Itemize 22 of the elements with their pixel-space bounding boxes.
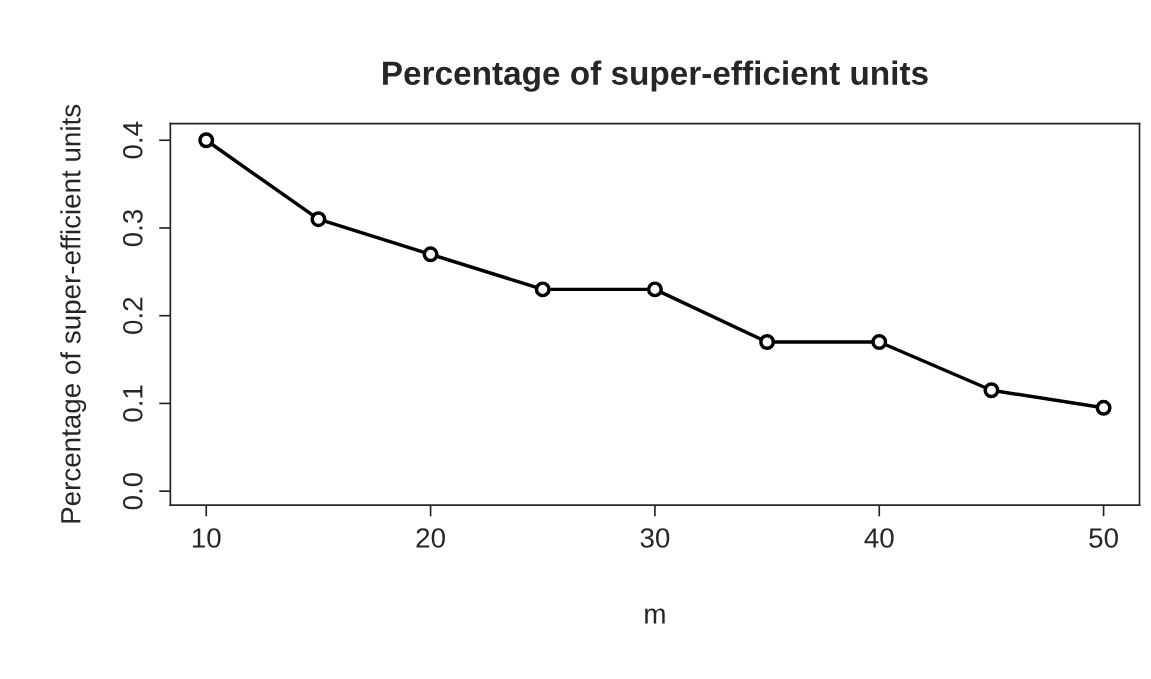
y-tick-label: 0.2 (122, 297, 143, 334)
x-tick-label: 30 (640, 528, 670, 548)
chart-title: Percentage of super-efficient units (383, 60, 928, 92)
x-tick-label: 10 (192, 528, 221, 548)
point (871, 334, 888, 350)
point (759, 334, 776, 350)
y-tick-label: 0.1 (122, 385, 143, 422)
y-tick-label: 0.4 (122, 121, 143, 159)
point (310, 211, 327, 228)
point (534, 281, 551, 298)
point (422, 246, 439, 263)
point (646, 281, 663, 298)
x-axis-title: m (645, 608, 665, 624)
y-tick-label: 0.3 (122, 209, 143, 247)
x-tick-label: 50 (1089, 528, 1118, 548)
point (983, 382, 1000, 399)
y-tick-label: 0.0 (122, 472, 143, 510)
x-tick-label: 40 (864, 528, 894, 548)
point (198, 132, 215, 149)
y-axis-title: Percentage of super-efficient units (60, 104, 87, 523)
point (1095, 399, 1112, 416)
x-tick-label: 20 (416, 528, 445, 548)
